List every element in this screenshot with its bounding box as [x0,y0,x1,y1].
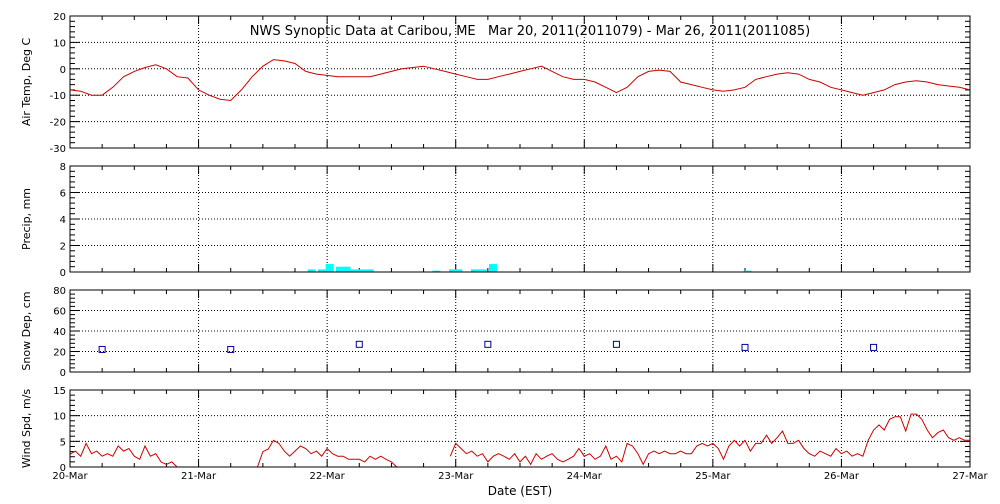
snow-depth-point-1 [227,345,235,353]
precip-bar-2 [325,264,334,272]
y-tick-label: 10 [53,38,66,49]
snow-depth-point-5 [741,343,749,351]
y-tick-label: -20 [50,118,66,129]
panels: -30 -20 -10 0 10 20 Air Temp, Deg C 0 2 4 6 8 Precip… [20,12,971,474]
panel-frame [69,289,971,373]
series-line-3-2 [449,413,970,466]
precip-bar-0 [307,269,316,272]
y-tick-label: 5 [60,437,66,448]
precip-bar-9 [449,269,458,272]
panel-0: -30 -20 -10 0 10 20 Air Temp, Deg C [20,12,971,155]
x-axis-labels: 20-Mar 21-Mar 22-Mar 23-Mar 24-Mar 25-Mar 26-M… [52,471,988,482]
panel-frame [69,165,971,273]
y-tick-label: 2 [60,242,66,253]
panel-frame [69,389,971,468]
panel-1: 0 2 4 6 8 Precip, mm [20,162,971,279]
precip-bar-3 [335,266,345,272]
y-tick-label: -30 [50,144,66,155]
x-tick-label-4: 24-Mar [567,471,603,482]
precip-bar-13 [488,264,498,272]
y-tick-label: 15 [53,386,66,397]
precip-bar-10 [454,269,463,272]
precip-bar-6 [357,269,366,272]
y-tick-label: 0 [60,463,66,474]
series-line-0-0 [69,59,971,102]
x-tick-label-1: 21-Mar [181,471,217,482]
y-tick-label: 6 [60,189,66,200]
y-tick-label: 0 [60,65,66,76]
y-tick-label: 0 [60,268,66,279]
series-line-3-0 [69,442,178,468]
y-tick-label: -10 [50,91,66,102]
y-tick-label: 40 [53,327,66,338]
y-tick-label: 10 [53,412,66,423]
x-tick-label-3: 23-Mar [438,471,474,482]
y-tick-label: 80 [53,286,66,297]
panel-frame [69,15,971,149]
precip-bar-1 [317,269,327,272]
x-tick-label-0: 20-Mar [52,471,88,482]
y-tick-label: 60 [53,307,66,318]
precip-bar-4 [342,266,351,272]
series-line-3-1 [257,439,398,468]
y-tick-label: 20 [53,12,66,23]
y-tick-label: 8 [60,162,66,173]
y-tick-label: 20 [53,348,66,359]
panel-3: 0 5 10 15 Wind Spd, m/s [20,386,971,474]
y-tick-label: 0 [60,368,66,379]
panel-2: 0 20 40 60 80 Snow Dep, cm [20,286,971,379]
y-axis-label: Air Temp, Deg C [20,38,33,127]
snow-depth-point-3 [484,340,492,348]
y-axis-label: Snow Dep, cm [20,291,33,370]
x-tick-label-5: 25-Mar [695,471,731,482]
snow-depth-point-2 [355,340,363,348]
precip-bar-11 [470,269,480,272]
snow-depth-point-6 [870,343,878,351]
x-tick-label-7: 27-Mar [952,471,988,482]
y-tick-label: 4 [60,215,66,226]
snow-depth-point-4 [612,340,620,348]
precip-bar-8 [432,270,441,272]
precip-bar-14 [743,270,752,272]
x-axis-title: Date (EST) [488,484,552,498]
precip-bar-7 [365,269,374,272]
x-tick-label-6: 26-Mar [824,471,860,482]
x-tick-label-2: 22-Mar [310,471,346,482]
y-axis-label: Precip, mm [20,188,33,250]
chart-title: NWS Synoptic Data at Caribou, ME Mar 20,… [250,24,810,39]
snow-depth-point-0 [98,345,106,353]
y-axis-label: Wind Spd, m/s [20,389,33,469]
precip-bar-12 [478,269,487,272]
precip-bar-5 [350,269,359,272]
